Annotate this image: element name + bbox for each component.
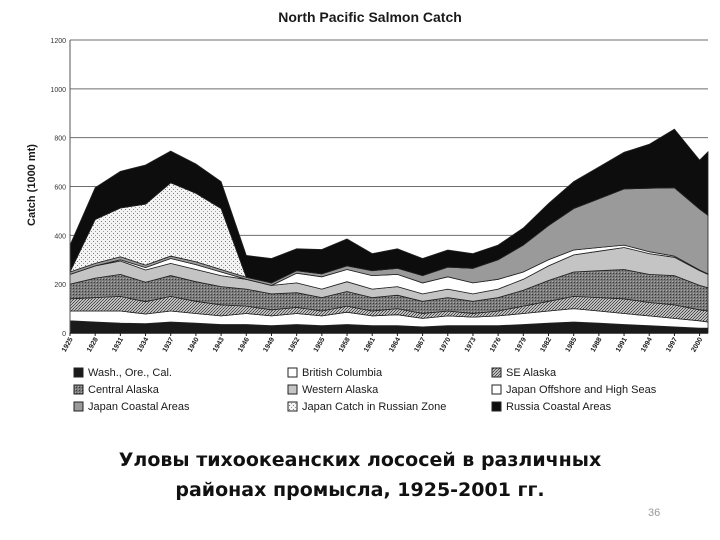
y-tick-label: 800 (54, 136, 66, 143)
legend-label-japan-offshore-and-high-seas: Japan Offshore and High Seas (506, 384, 657, 396)
y-axis-label: Catch (1000 mt) (26, 144, 38, 226)
y-tick-label: 1200 (50, 38, 66, 45)
x-tick-label: 1925 (61, 336, 75, 353)
x-tick-label: 1955 (313, 336, 327, 353)
x-tick-label: 1964 (388, 336, 402, 353)
axes (69, 40, 708, 334)
caption-line-1: Уловы тихоокеанских лососей в различных (118, 449, 602, 471)
legend: Wash., Ore., Cal. British Columbia SE Alas… (73, 367, 657, 413)
legend-label-wash-ore-cal: Wash., Ore., Cal. (88, 367, 172, 379)
legend-label-japan-coastal-areas: Japan Coastal Areas (88, 401, 190, 413)
x-tick-label: 1931 (111, 336, 125, 353)
legend-label-russia-coastal-areas: Russia Coastal Areas (506, 401, 612, 413)
legend-swatch-japan-catch-in-russian-zone (287, 401, 298, 412)
caption-line-2: районах промысла, 1925-2001 гг. (175, 479, 545, 501)
y-tick-labels: 0 200 400 600 800 1000 1200 (50, 38, 66, 338)
stacked-areas (69, 128, 709, 334)
x-tick-label: 1979 (514, 336, 528, 353)
legend-swatch-se-alaska (491, 367, 502, 378)
x-tick-label: 1976 (489, 336, 503, 353)
x-tick-label: 1949 (262, 336, 276, 353)
x-tick-label: 1961 (363, 336, 377, 353)
y-tick-label: 200 (54, 282, 66, 289)
x-tick-label: 1994 (640, 336, 654, 353)
legend-label-british-columbia: British Columbia (302, 367, 383, 379)
legend-swatch-wash-ore-cal (73, 367, 84, 378)
x-tick-label: 1943 (212, 336, 226, 353)
x-tick-label: 1982 (539, 336, 553, 353)
legend-label-western-alaska: Western Alaska (302, 384, 379, 396)
x-tick-label: 2000 (690, 336, 704, 353)
x-tick-label: 1991 (615, 336, 629, 353)
x-tick-label: 1967 (413, 336, 427, 353)
salmon-catch-chart: North Pacific Salmon Catch Catch (1000 m… (26, 9, 709, 413)
legend-swatch-british-columbia (287, 367, 298, 378)
x-tick-label: 1940 (187, 336, 201, 353)
legend-swatch-japan-coastal-areas (73, 401, 84, 412)
y-tick-label: 0 (62, 331, 66, 338)
x-tick-label: 1973 (464, 336, 478, 353)
x-tick-label: 1997 (665, 336, 679, 353)
legend-label-central-alaska: Central Alaska (88, 384, 160, 396)
x-tick-label: 1937 (162, 336, 176, 353)
x-tick-label: 1946 (237, 336, 251, 353)
x-tick-label: 1952 (288, 336, 302, 353)
legend-swatch-japan-offshore-and-high-seas (491, 384, 502, 395)
y-tick-label: 1000 (50, 87, 66, 94)
legend-label-se-alaska: SE Alaska (506, 367, 557, 379)
x-tick-label: 1985 (565, 336, 579, 353)
x-tick-label: 1934 (136, 336, 150, 353)
legend-label-japan-catch-in-russian-zone: Japan Catch in Russian Zone (302, 401, 446, 413)
x-tick-label: 1970 (439, 336, 453, 353)
y-tick-label: 600 (54, 185, 66, 192)
legend-swatch-western-alaska (287, 384, 298, 395)
x-tick-labels: 1925 1928 1931 1934 1937 1940 1943 1946 1949 1952… (61, 333, 704, 353)
x-tick-label: 1958 (338, 336, 352, 353)
legend-swatch-central-alaska (73, 384, 84, 395)
y-tick-label: 400 (54, 233, 66, 240)
page-number: 36 (648, 507, 661, 519)
chart-title: North Pacific Salmon Catch (278, 9, 462, 25)
legend-swatch-russia-coastal-areas (491, 401, 502, 412)
area-russia-coastal-areas (69, 128, 709, 284)
x-tick-label: 1928 (86, 336, 100, 353)
x-tick-label: 1988 (590, 336, 604, 353)
